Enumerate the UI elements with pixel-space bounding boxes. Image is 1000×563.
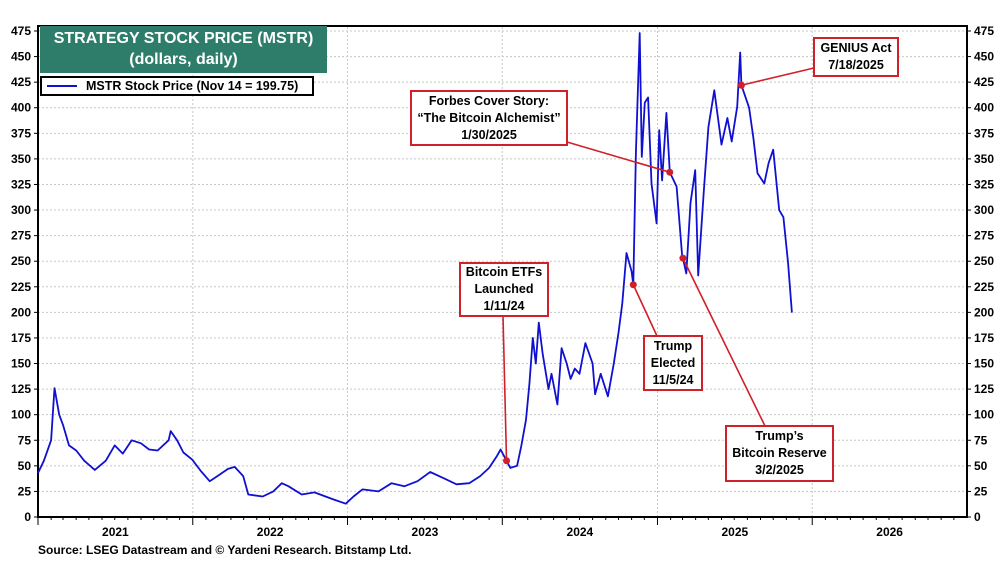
y-tick-label-left: 0 [24, 510, 31, 524]
y-tick-label-left: 200 [11, 305, 31, 319]
annotation-line: Bitcoin Reserve [732, 446, 827, 460]
y-tick-label-right: 400 [974, 101, 994, 115]
plot-frame [37, 25, 968, 518]
y-tick-label-left: 100 [11, 408, 31, 422]
annotation-line: Trump [653, 338, 693, 353]
y-tick-label-right: 275 [974, 229, 994, 243]
annotation-leader-elected [632, 284, 658, 337]
annotation-leader-reserve [682, 257, 766, 427]
chart-title: STRATEGY STOCK PRICE (MSTR) [53, 30, 314, 47]
legend-swatch [47, 85, 77, 87]
y-tick-label-right: 100 [974, 408, 994, 422]
y-tick-label-left: 375 [11, 126, 31, 140]
annotation-marker-etf [503, 457, 511, 465]
y-tick-label-left: 225 [11, 280, 31, 294]
y-tick-label-right: 200 [974, 305, 994, 319]
annotation-leader-genius [741, 67, 815, 87]
y-tick-label-right: 50 [974, 459, 988, 473]
x-tick-label: 2022 [257, 525, 284, 539]
annotation-marker-reserve [679, 254, 687, 262]
annotation-line: “The Bitcoin Alchemist” [417, 110, 561, 125]
legend-label: MSTR Stock Price (Nov 14 = 199.75) [86, 79, 299, 93]
annotation-line: Launched [474, 282, 534, 296]
y-tick-label-right: 175 [974, 331, 994, 345]
annotation-line: 11/5/24 [652, 372, 694, 387]
annotation-line: Forbes Cover Story: [428, 93, 550, 108]
y-tick-label-right: 75 [974, 433, 988, 447]
annotation-bitcoin-etfs: Bitcoin ETFs Launched 1/11/24 [459, 262, 549, 317]
annotation-leader-forbes [566, 141, 670, 173]
y-tick-label-left: 75 [18, 433, 32, 447]
y-tick-label-left: 350 [11, 152, 31, 166]
series-line-mstr [37, 32, 793, 505]
annotation-line: 1/11/24 [483, 299, 525, 313]
x-tick-label: 2025 [722, 525, 749, 539]
y-tick-label-right: 350 [974, 152, 994, 166]
y-tick-label-left: 275 [11, 229, 31, 243]
annotation-bitcoin-reserve: Trump’s Bitcoin Reserve 3/2/2025 [725, 425, 834, 482]
annotation-line: Elected [650, 355, 696, 370]
x-tick-label: 2023 [412, 525, 439, 539]
y-tick-label-left: 475 [11, 24, 31, 38]
annotation-line: 3/2/2025 [755, 463, 804, 477]
y-tick-label-right: 150 [974, 357, 994, 371]
y-tick-label-left: 25 [18, 484, 32, 498]
y-tick-label-left: 125 [11, 382, 31, 396]
annotation-line: GENIUS Act [820, 41, 892, 55]
y-tick-label-right: 250 [974, 254, 994, 268]
y-tick-label-right: 325 [974, 177, 994, 191]
series-layer [37, 32, 793, 505]
annotation-genius-act: GENIUS Act 7/18/2025 [813, 37, 899, 77]
annotation-marker-forbes [666, 168, 674, 176]
annotation-line: Trump’s [755, 429, 804, 443]
source-note: Source: LSEG Datastream and © Yardeni Re… [38, 543, 412, 557]
x-tick-label: 2024 [567, 525, 594, 539]
annotation-line: Bitcoin ETFs [465, 265, 543, 279]
y-tick-label-left: 50 [18, 459, 32, 473]
annotation-leaders [502, 67, 815, 465]
annotation-leader-etf [502, 315, 508, 461]
x-tick-label: 2026 [876, 525, 903, 539]
x-tick-label: 2021 [102, 525, 129, 539]
y-tick-label-right: 225 [974, 280, 994, 294]
y-tick-label-right: 25 [974, 484, 988, 498]
y-tick-label-right: 425 [974, 75, 994, 89]
legend: MSTR Stock Price (Nov 14 = 199.75) [40, 76, 314, 96]
axes: 0 0 25 25 50 50 75 75 100 100 125 125 150 150 175 175 20… [11, 24, 994, 539]
annotation-forbes: Forbes Cover Story: “The Bitcoin Alchemi… [410, 90, 568, 146]
annotation-trump-elected: Trump Elected 11/5/24 [643, 335, 703, 391]
y-tick-label-left: 400 [11, 101, 31, 115]
y-tick-label-right: 375 [974, 126, 994, 140]
y-tick-label-left: 450 [11, 50, 31, 64]
y-tick-label-left: 425 [11, 75, 31, 89]
y-tick-label-right: 450 [974, 50, 994, 64]
chart-title-box: STRATEGY STOCK PRICE (MSTR) (dollars, da… [40, 26, 327, 73]
annotation-line: 7/18/2025 [828, 58, 884, 72]
chart-subtitle: (dollars, daily) [129, 51, 238, 68]
annotation-marker-elected [629, 281, 637, 289]
y-tick-label-right: 125 [974, 382, 994, 396]
y-tick-label-left: 325 [11, 177, 31, 191]
y-tick-label-left: 150 [11, 357, 31, 371]
y-tick-label-right: 0 [974, 510, 981, 524]
y-tick-label-left: 300 [11, 203, 31, 217]
annotation-line: 1/30/2025 [461, 127, 517, 142]
y-tick-label-right: 475 [974, 24, 994, 38]
y-tick-label-left: 175 [11, 331, 31, 345]
y-tick-label-left: 250 [11, 254, 31, 268]
annotation-marker-genius [737, 81, 745, 89]
y-tick-label-right: 300 [974, 203, 994, 217]
